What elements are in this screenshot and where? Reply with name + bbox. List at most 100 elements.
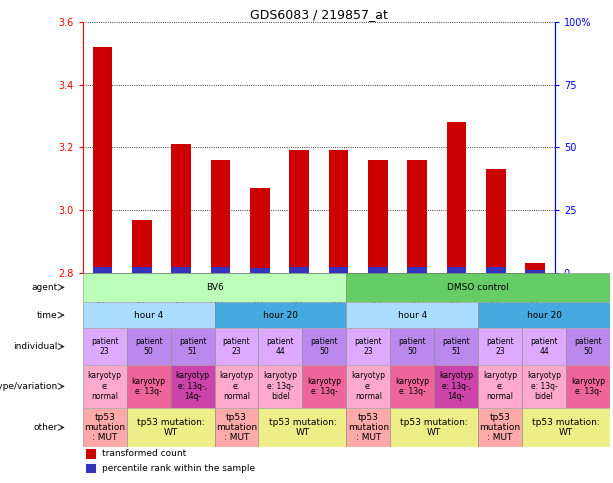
Bar — [289, 267, 309, 273]
Text: patient
50: patient 50 — [398, 337, 426, 356]
Text: transformed count: transformed count — [102, 449, 186, 458]
Bar — [566, 328, 610, 365]
Bar — [478, 328, 522, 365]
Text: karyotyp
e: 13q-
bidel: karyotyp e: 13q- bidel — [527, 371, 561, 401]
Bar — [407, 267, 427, 273]
Text: karyotyp
e: 13q-
bidel: karyotyp e: 13q- bidel — [264, 371, 297, 401]
Text: patient
50: patient 50 — [311, 337, 338, 356]
Text: other: other — [33, 423, 58, 432]
Bar — [132, 219, 151, 273]
Text: karyotyp
e: 13q-,
14q-: karyotyp e: 13q-, 14q- — [175, 371, 210, 401]
Bar — [390, 328, 434, 365]
Bar — [171, 144, 191, 273]
Text: karyotyp
e: 13q-: karyotyp e: 13q- — [571, 377, 605, 396]
Bar — [259, 365, 302, 408]
Bar — [302, 365, 346, 408]
Bar — [346, 273, 610, 302]
Bar — [132, 267, 151, 273]
Bar — [83, 273, 346, 302]
Bar — [434, 328, 478, 365]
Bar — [83, 365, 127, 408]
Text: patient
23: patient 23 — [91, 337, 118, 356]
Bar — [127, 365, 170, 408]
Bar — [407, 160, 427, 273]
Text: karyotyp
e: 13q-,
14q-: karyotyp e: 13q-, 14q- — [439, 371, 473, 401]
Bar — [329, 151, 348, 273]
Bar — [211, 160, 230, 273]
Bar — [368, 160, 387, 273]
Bar — [525, 264, 545, 273]
Text: patient
23: patient 23 — [354, 337, 382, 356]
Bar — [346, 328, 390, 365]
Text: patient
50: patient 50 — [574, 337, 602, 356]
Bar — [478, 365, 522, 408]
Title: GDS6083 / 219857_at: GDS6083 / 219857_at — [250, 8, 387, 21]
Bar — [215, 365, 259, 408]
Bar — [83, 408, 127, 447]
Text: agent: agent — [31, 283, 58, 292]
Bar — [434, 365, 478, 408]
Bar — [86, 464, 96, 473]
Bar — [522, 328, 566, 365]
Bar — [83, 302, 215, 328]
Text: patient
44: patient 44 — [267, 337, 294, 356]
Text: patient
44: patient 44 — [530, 337, 558, 356]
Bar — [390, 365, 434, 408]
Bar — [522, 408, 610, 447]
Text: individual: individual — [13, 342, 58, 351]
Text: hour 20: hour 20 — [527, 311, 562, 320]
Bar — [329, 267, 348, 273]
Text: karyotyp
e: 13q-: karyotyp e: 13q- — [132, 377, 166, 396]
Text: tp53
mutation
: MUT: tp53 mutation : MUT — [348, 412, 389, 442]
Bar — [522, 365, 566, 408]
Text: tp53
mutation
: MUT: tp53 mutation : MUT — [84, 412, 125, 442]
Text: tp53 mutation:
WT: tp53 mutation: WT — [400, 418, 468, 437]
Text: patient
23: patient 23 — [486, 337, 514, 356]
Text: tp53 mutation:
WT: tp53 mutation: WT — [137, 418, 205, 437]
Bar — [259, 328, 302, 365]
Bar — [86, 449, 96, 458]
Text: patient
51: patient 51 — [179, 337, 207, 356]
Text: karyotyp
e:
normal: karyotyp e: normal — [219, 371, 254, 401]
Bar — [250, 188, 270, 273]
Bar — [170, 365, 215, 408]
Bar — [478, 302, 610, 328]
Text: tp53 mutation:
WT: tp53 mutation: WT — [268, 418, 337, 437]
Text: karyotyp
e: 13q-: karyotyp e: 13q- — [395, 377, 429, 396]
Text: time: time — [37, 311, 58, 320]
Text: tp53 mutation:
WT: tp53 mutation: WT — [532, 418, 600, 437]
Bar — [566, 365, 610, 408]
Text: karyotyp
e: 13q-: karyotyp e: 13q- — [307, 377, 341, 396]
Bar — [289, 151, 309, 273]
Text: genotype/variation: genotype/variation — [0, 382, 58, 391]
Bar — [447, 122, 466, 273]
Bar — [368, 267, 387, 273]
Bar — [302, 328, 346, 365]
Text: tp53
mutation
: MUT: tp53 mutation : MUT — [479, 412, 520, 442]
Text: BV6: BV6 — [206, 283, 223, 292]
Bar — [346, 365, 390, 408]
Bar — [478, 408, 522, 447]
Text: patient
23: patient 23 — [223, 337, 250, 356]
Text: karyotyp
e:
normal: karyotyp e: normal — [351, 371, 386, 401]
Bar — [127, 328, 170, 365]
Bar — [170, 328, 215, 365]
Bar — [215, 328, 259, 365]
Bar — [346, 302, 478, 328]
Text: hour 4: hour 4 — [398, 311, 427, 320]
Bar — [259, 408, 346, 447]
Bar — [83, 328, 127, 365]
Bar — [215, 302, 346, 328]
Bar — [486, 267, 506, 273]
Bar — [211, 267, 230, 273]
Bar — [250, 268, 270, 273]
Text: hour 20: hour 20 — [263, 311, 298, 320]
Bar — [346, 408, 390, 447]
Text: hour 4: hour 4 — [134, 311, 163, 320]
Bar — [390, 408, 478, 447]
Text: tp53
mutation
: MUT: tp53 mutation : MUT — [216, 412, 257, 442]
Text: patient
51: patient 51 — [443, 337, 470, 356]
Text: karyotyp
e:
normal: karyotyp e: normal — [88, 371, 122, 401]
Text: DMSO control: DMSO control — [447, 283, 509, 292]
Bar — [171, 267, 191, 273]
